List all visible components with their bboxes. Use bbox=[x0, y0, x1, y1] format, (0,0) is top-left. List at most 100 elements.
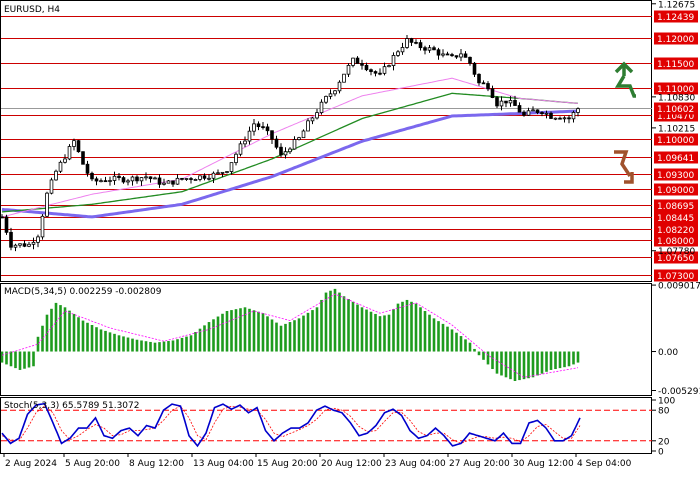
candle-body bbox=[409, 38, 414, 43]
macd-bar bbox=[18, 351, 22, 370]
candle-body bbox=[558, 117, 562, 120]
macd-bar bbox=[126, 337, 130, 352]
macd-bar bbox=[563, 351, 566, 368]
macd-bar bbox=[351, 301, 355, 352]
candle bbox=[319, 99, 324, 115]
macd-bar bbox=[198, 328, 202, 352]
candle-body bbox=[441, 53, 445, 56]
macd-bar bbox=[302, 315, 305, 352]
candle bbox=[409, 37, 414, 46]
candle-body bbox=[99, 180, 103, 183]
macd-bar bbox=[540, 351, 544, 374]
candle bbox=[486, 81, 490, 92]
candle-body bbox=[346, 64, 351, 75]
candle bbox=[157, 174, 162, 188]
candle-body bbox=[40, 215, 45, 238]
candle bbox=[544, 110, 549, 119]
macd-bar bbox=[311, 310, 314, 352]
candle-body bbox=[292, 139, 297, 150]
candle-body bbox=[220, 171, 225, 174]
candle-body bbox=[504, 100, 508, 104]
candle bbox=[247, 126, 252, 145]
macd-bar bbox=[437, 321, 440, 352]
candle bbox=[459, 48, 463, 62]
candle bbox=[373, 70, 378, 77]
macd-bar bbox=[320, 299, 323, 352]
candle bbox=[117, 173, 121, 181]
candle bbox=[549, 111, 553, 119]
macd-bar bbox=[414, 303, 418, 352]
macd-bar bbox=[36, 336, 40, 352]
candle bbox=[441, 49, 445, 58]
candle bbox=[274, 135, 279, 150]
candle-body bbox=[81, 151, 85, 165]
level-label: 1.08445 bbox=[657, 214, 694, 224]
candle-body bbox=[184, 178, 189, 180]
macd-bar bbox=[284, 323, 287, 352]
candle-body bbox=[180, 177, 184, 180]
candle-body bbox=[27, 243, 31, 247]
chart-title: EURUSD, H4 bbox=[4, 5, 60, 15]
candle-body bbox=[571, 112, 576, 120]
macd-bar bbox=[428, 314, 431, 352]
candle-body bbox=[400, 47, 405, 53]
candle bbox=[27, 241, 31, 248]
macd-bar bbox=[410, 301, 413, 352]
level-label-box bbox=[654, 251, 698, 264]
macd-bar bbox=[81, 320, 85, 352]
candle-body bbox=[211, 172, 216, 179]
level-label-box bbox=[654, 199, 698, 212]
macd-bar bbox=[95, 327, 98, 352]
candle-body bbox=[337, 81, 342, 92]
candle-body bbox=[319, 101, 324, 114]
candle bbox=[306, 118, 310, 132]
candle bbox=[207, 174, 211, 181]
candle-body bbox=[135, 176, 139, 182]
candle bbox=[108, 176, 112, 186]
candle-body bbox=[243, 140, 247, 145]
stoch-tick-label: 20 bbox=[658, 437, 670, 447]
macd-pane-border bbox=[0, 283, 652, 396]
candle bbox=[288, 147, 292, 155]
level-label-box bbox=[654, 133, 698, 146]
macd-bar bbox=[45, 314, 49, 352]
candle bbox=[36, 234, 40, 248]
candle-body bbox=[18, 243, 22, 246]
stoch-tick-label: 100 bbox=[658, 397, 675, 407]
candles bbox=[0, 35, 580, 252]
price-tick-label: 1.12675 bbox=[658, 0, 695, 10]
macd-bar bbox=[464, 339, 467, 352]
macd-bar bbox=[482, 351, 485, 360]
macd-bar bbox=[72, 313, 76, 352]
macd-bar bbox=[369, 311, 373, 352]
candle-body bbox=[382, 66, 387, 74]
time-tick-label: 15 Aug 20:00 bbox=[257, 459, 318, 469]
price-tick-label: 1.07780 bbox=[658, 247, 695, 257]
candle-body bbox=[459, 53, 463, 58]
macd-bar bbox=[50, 308, 53, 352]
candle-body bbox=[387, 65, 391, 68]
macd-bar bbox=[248, 308, 251, 352]
candle bbox=[0, 214, 4, 219]
macd-bar bbox=[572, 351, 575, 365]
level-label: 1.09300 bbox=[657, 171, 694, 181]
macd-bar bbox=[324, 292, 328, 352]
level-label: 1.11500 bbox=[657, 60, 694, 70]
stoch-tick-label: 80 bbox=[658, 407, 670, 417]
time-tick-label: 30 Aug 12:00 bbox=[513, 459, 574, 469]
candle-body bbox=[238, 143, 243, 155]
candle-body bbox=[391, 54, 396, 66]
candle bbox=[535, 109, 540, 115]
candle bbox=[576, 107, 580, 117]
macd-bar bbox=[59, 305, 62, 352]
support-resistance-levels: 1.12439 1.12000 1.11500 1.11000 1.10470 1.100… bbox=[1, 10, 698, 282]
candle bbox=[432, 45, 436, 51]
candle-body bbox=[63, 158, 67, 163]
candle-body bbox=[499, 100, 504, 107]
candle bbox=[405, 35, 409, 49]
candle-body bbox=[432, 47, 436, 51]
candle bbox=[76, 139, 81, 153]
macd-bar bbox=[27, 351, 31, 368]
candle-body bbox=[58, 161, 63, 172]
